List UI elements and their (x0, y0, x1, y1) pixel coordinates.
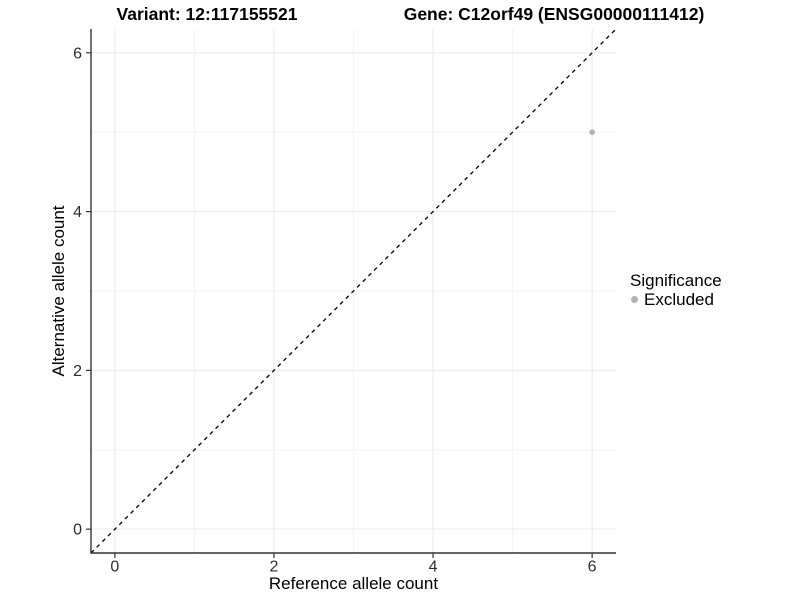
x-axis-title: Reference allele count (269, 574, 438, 593)
legend-item-label: Excluded (644, 290, 714, 309)
x-tick-label: 2 (270, 559, 279, 576)
variant-title: Variant: 12:117155521 (116, 4, 298, 24)
legend-item-excluded: Excluded (628, 290, 722, 309)
y-tick-label: 0 (73, 522, 82, 539)
x-tick-label: 6 (588, 559, 597, 576)
gene-title: Gene: C12orf49 (ENSG00000111412) (403, 4, 705, 24)
y-tick-label: 2 (73, 363, 82, 380)
y-axis-title: Alternative allele count (49, 205, 68, 376)
legend-key-dot-icon (631, 296, 638, 303)
y-tick-label: 6 (73, 45, 82, 62)
legend-title: Significance (630, 271, 722, 290)
x-tick-label: 0 (110, 559, 119, 576)
data-point-excluded (589, 129, 595, 136)
legend: Significance Excluded (628, 271, 722, 309)
identity-dashed-line (90, 28, 617, 554)
x-tick-label: 4 (429, 559, 438, 576)
y-tick-label: 4 (73, 204, 82, 221)
